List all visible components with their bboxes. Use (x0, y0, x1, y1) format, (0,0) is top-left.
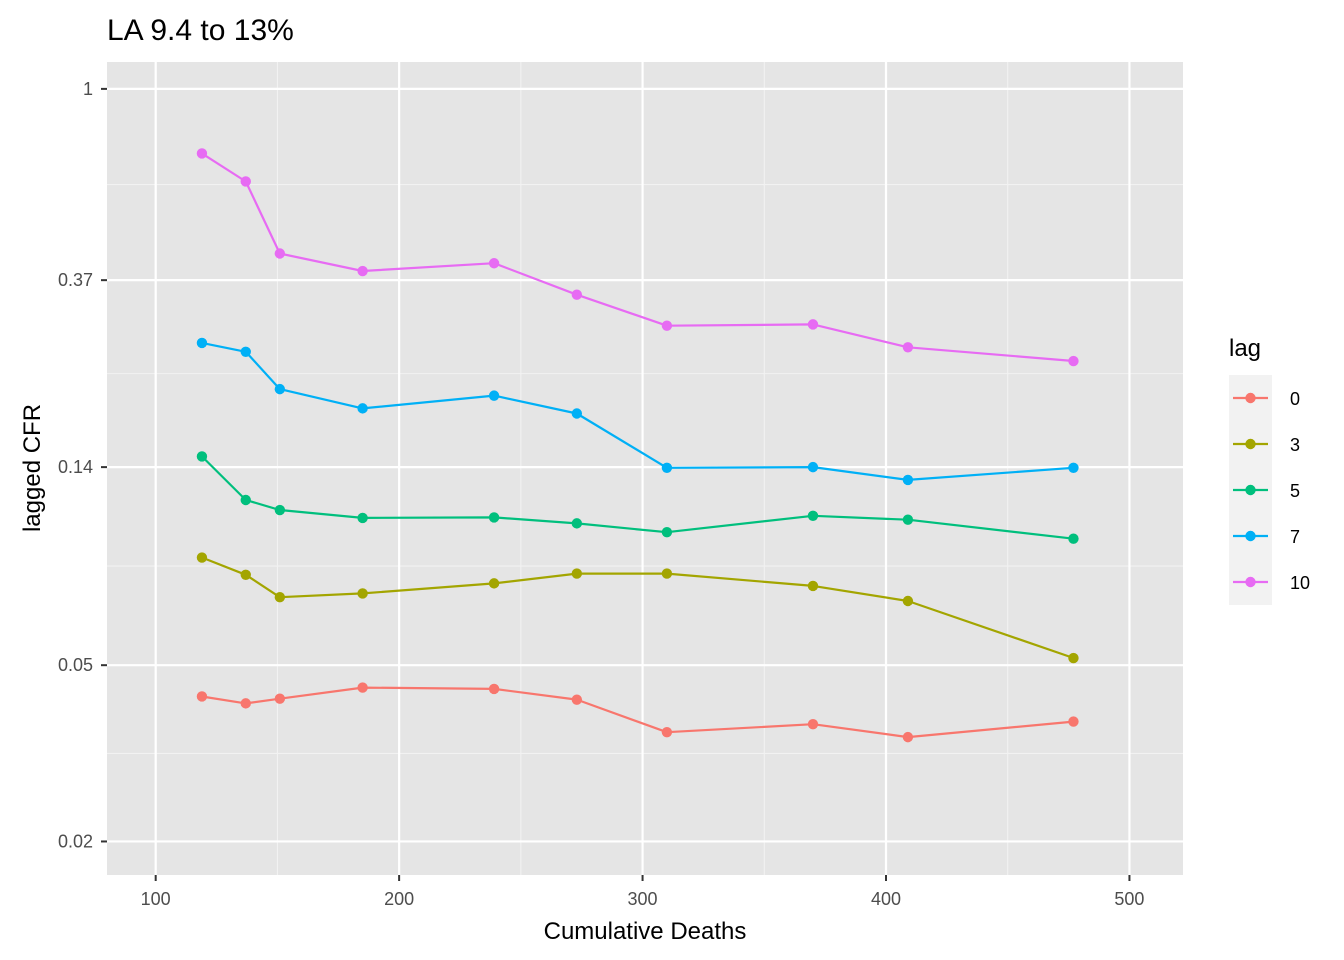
data-point-lag-5 (240, 494, 251, 506)
data-point-lag-10 (488, 258, 500, 269)
data-point-lag-10 (274, 248, 286, 259)
data-point-lag-7 (902, 474, 914, 486)
legend-label-lag-7: 7 (1290, 527, 1300, 547)
data-point-lag-5 (196, 451, 208, 462)
y-axis-title: lagged CFR (19, 404, 46, 532)
data-point-lag-7 (488, 390, 500, 401)
legend-keys: 0 3 5 7 10 (1229, 375, 1310, 605)
legend: lag 0 3 5 7 10 (1229, 335, 1310, 605)
x-tick-label: 100 (141, 889, 171, 909)
data-point-lag-10 (240, 176, 251, 187)
series-points (196, 148, 1079, 743)
legend-label-lag-3: 3 (1290, 435, 1300, 455)
data-point-lag-5 (1068, 533, 1079, 544)
legend-key-point (1245, 438, 1256, 450)
data-point-lag-0 (196, 691, 208, 702)
data-point-lag-7 (1068, 462, 1079, 474)
data-point-lag-0 (1068, 716, 1079, 727)
data-point-lag-5 (571, 518, 583, 529)
data-point-lag-0 (807, 718, 819, 730)
y-tick-label: 0.37 (58, 270, 93, 290)
x-tick-label: 200 (384, 889, 414, 909)
minor-gridlines (107, 62, 1183, 875)
data-point-lag-0 (661, 726, 673, 738)
data-point-lag-7 (357, 403, 368, 414)
data-point-lag-7 (274, 383, 286, 395)
data-point-lag-3 (807, 580, 819, 592)
data-point-lag-7 (661, 462, 673, 474)
legend-key-point (1245, 484, 1256, 496)
data-point-lag-3 (571, 568, 583, 579)
x-axis-title: Cumulative Deaths (544, 918, 747, 945)
data-point-lag-3 (1068, 652, 1079, 664)
data-point-lag-0 (357, 682, 368, 693)
series-line-lag-7 (201, 341, 1074, 481)
data-point-lag-10 (571, 289, 583, 300)
legend-title: lag (1229, 335, 1261, 362)
y-tick-label: 0.14 (58, 457, 93, 477)
axis-ticks (101, 87, 1131, 881)
y-tick-label: 0.05 (58, 655, 93, 675)
data-point-lag-7 (807, 461, 819, 473)
x-tick-labels: 100 200 300 400 500 (141, 889, 1145, 909)
data-point-lag-0 (571, 694, 583, 705)
y-tick-label: 0.02 (58, 831, 93, 851)
series-line-lag-0 (201, 686, 1074, 739)
data-point-lag-3 (661, 568, 673, 579)
data-point-lag-3 (902, 595, 914, 607)
data-point-lag-0 (274, 693, 286, 704)
plot-panel (107, 62, 1183, 875)
data-point-lag-7 (240, 346, 251, 357)
data-point-lag-0 (240, 698, 251, 709)
x-tick-label: 400 (871, 889, 901, 909)
major-gridlines (107, 62, 1183, 875)
data-point-lag-3 (357, 588, 368, 599)
data-point-lag-5 (488, 512, 500, 523)
legend-label-lag-5: 5 (1290, 481, 1300, 501)
data-point-lag-5 (274, 504, 286, 516)
data-point-lag-7 (196, 337, 208, 349)
data-point-lag-5 (902, 514, 914, 525)
x-tick-label: 300 (628, 889, 658, 909)
data-point-lag-5 (357, 512, 368, 524)
series-line-lag-5 (201, 455, 1074, 540)
chart-title: LA 9.4 to 13% (107, 14, 294, 47)
data-point-lag-10 (196, 148, 208, 159)
data-point-lag-10 (1068, 355, 1079, 367)
y-tick-label: 1 (83, 79, 93, 99)
data-point-lag-3 (240, 569, 251, 580)
legend-key-point (1245, 576, 1256, 588)
y-tick-labels: 0.02 0.05 0.14 0.37 1 (58, 79, 93, 852)
data-point-lag-5 (661, 527, 673, 538)
data-point-lag-0 (902, 731, 914, 743)
data-point-lag-3 (196, 552, 208, 563)
x-tick-label: 500 (1114, 889, 1144, 909)
data-point-lag-10 (807, 319, 819, 330)
legend-label-lag-0: 0 (1290, 389, 1300, 409)
series-line-lag-10 (201, 152, 1074, 363)
legend-key-point (1245, 392, 1256, 404)
data-point-lag-10 (902, 342, 914, 353)
series-lines (201, 152, 1074, 739)
data-point-lag-10 (661, 320, 673, 331)
data-point-lag-5 (807, 510, 819, 521)
series-line-lag-3 (201, 556, 1074, 660)
data-point-lag-3 (274, 591, 286, 603)
data-point-lag-10 (357, 265, 368, 277)
legend-key-point (1245, 530, 1256, 542)
data-point-lag-7 (571, 408, 583, 419)
data-point-lag-0 (488, 683, 500, 695)
data-point-lag-3 (488, 578, 500, 589)
legend-label-lag-10: 10 (1290, 573, 1310, 593)
